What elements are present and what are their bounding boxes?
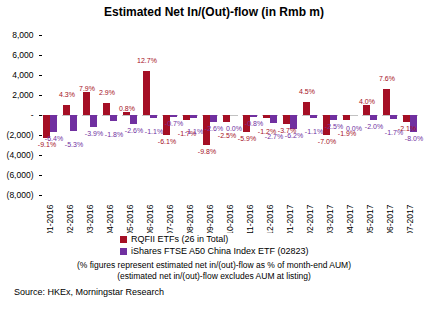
svg-text:04-2017: 04-2017 [345,204,355,233]
svg-text:-1.2%: -1.2% [257,127,277,135]
svg-text:4.5%: 4.5% [299,88,315,95]
svg-text:08-2016: 08-2016 [185,204,195,233]
svg-text:-3.9%: -3.9% [85,130,103,137]
svg-text:-2.1%: -2.1% [397,124,417,132]
svg-text:-9.8%: -9.8% [198,148,216,155]
svg-text:-2.5%: -2.5% [325,123,343,130]
svg-text:8,000: 8,000 [12,30,34,40]
svg-text:-6.2%: -6.2% [285,132,303,139]
svg-text:-7.0%: -7.0% [318,138,336,145]
svg-text:-6.1%: -6.1% [158,138,176,145]
svg-text:11-2016: 11-2016 [245,204,255,233]
html-text:iShares FTSE A50 China Index E: iShares FTSE A50 China Index ETF (02823) [131,246,309,256]
svg-text:0.8%: 0.8% [119,105,135,112]
svg-text:-9.1%: -9.1% [38,141,56,148]
svg-text:4.3%: 4.3% [59,91,75,98]
svg-text:-8.0%: -8.0% [405,135,423,142]
html-text:Source: HKEx, Morningstar Rese: Source: HKEx, Morningstar Research [14,287,165,297]
svg-text:09-2016: 09-2016 [205,204,215,233]
svg-text:-3.7%: -3.7% [277,126,297,134]
svg-text:4.0%: 4.0% [359,98,375,105]
svg-text:2,000: 2,000 [12,90,34,100]
html-text:(% figures represent estimated: (% figures represent estimated net in/(o… [77,260,351,270]
svg-text:-2.6%: -2.6% [125,127,143,134]
svg-text:07-2016: 07-2016 [165,204,175,233]
svg-text:(8,000): (8,000) [7,190,34,200]
svg-text:-2.0%: -2.0% [365,123,383,130]
svg-text:02-2017: 02-2017 [305,204,315,233]
html-text:(estimated net in/(out)-flow e: (estimated net in/(out)-flow excludes AU… [117,271,311,281]
svg-text:-1.1%: -1.1% [305,128,323,135]
svg-text:06-2017: 06-2017 [385,204,395,233]
svg-text:10-2016: 10-2016 [225,204,235,233]
svg-text:-2.6%: -2.6% [205,125,223,132]
svg-text:-0.8%: -0.8% [245,120,263,127]
svg-text:06-2016: 06-2016 [145,204,155,233]
svg-text:-1.1%: -1.1% [145,128,163,135]
svg-text:-2.5%: -2.5% [218,132,236,139]
svg-text:7.6%: 7.6% [379,75,395,82]
svg-text:0.0%: 0.0% [346,125,362,132]
svg-text:03-2016: 03-2016 [85,204,95,233]
svg-text:4,000: 4,000 [12,70,34,80]
svg-text:-5.3%: -5.3% [65,141,83,148]
svg-text:-5.9%: -5.9% [238,135,256,142]
svg-text:05-2016: 05-2016 [125,204,135,233]
svg-text:05-2017: 05-2017 [365,204,375,233]
html-text:RQFII ETFs (26 in Total): RQFII ETFs (26 in Total) [131,234,229,244]
svg-text:2.9%: 2.9% [99,89,115,96]
svg-text:04-2016: 04-2016 [105,204,115,233]
html-text:Estimated Net In/(Out)-flow (i: Estimated Net In/(Out)-flow (in Rmb m) [104,5,324,19]
svg-text:-1.9%: -1.9% [337,129,357,137]
svg-text:0.0%: 0.0% [226,125,242,132]
svg-text:-2.7%: -2.7% [265,133,283,140]
svg-text:(2,000): (2,000) [7,130,34,140]
svg-text:01-2017: 01-2017 [285,204,295,233]
svg-text:7.9%: 7.9% [79,85,95,92]
svg-text:-: - [31,110,34,120]
svg-text:12-2016: 12-2016 [265,204,275,233]
svg-text:(4,000): (4,000) [7,150,34,160]
svg-text:02-2016: 02-2016 [65,204,75,233]
svg-text:03-2017: 03-2017 [325,204,335,233]
svg-text:-1.8%: -1.8% [105,131,123,138]
svg-text:-1.7%: -1.7% [385,129,403,136]
svg-text:6,000: 6,000 [12,50,34,60]
svg-text:12.7%: 12.7% [137,57,157,64]
svg-text:01-2016: 01-2016 [45,204,55,233]
svg-text:-0.7%: -0.7% [165,120,183,127]
svg-text:07-2017: 07-2017 [405,204,415,233]
svg-text:(6,000): (6,000) [7,170,34,180]
svg-text:-1.1%: -1.1% [185,128,203,135]
svg-text:-6.4%: -6.4% [45,135,63,142]
